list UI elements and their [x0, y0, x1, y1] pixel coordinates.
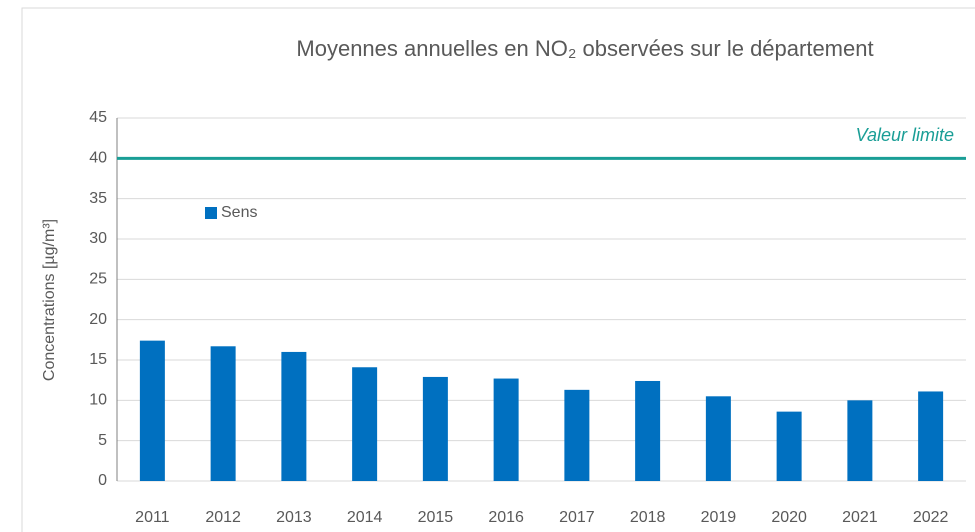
x-tick-label: 2019	[701, 509, 737, 526]
bar	[139, 340, 165, 481]
bar	[352, 367, 378, 481]
chart-title: Moyennes annuelles en NO₂ observées sur …	[296, 36, 873, 61]
y-tick-label: 10	[89, 392, 107, 409]
bar	[281, 351, 307, 481]
bar	[635, 380, 661, 481]
bar	[493, 378, 519, 481]
bar	[918, 391, 944, 481]
x-tick-label: 2015	[418, 509, 454, 526]
bar	[564, 389, 590, 481]
x-tick-label: 2011	[135, 509, 170, 526]
y-tick-label: 5	[98, 432, 107, 449]
y-tick-label: 25	[89, 271, 107, 288]
y-tick-label: 15	[89, 351, 107, 368]
y-tick-label: 20	[89, 311, 107, 328]
x-tick-label: 2017	[559, 509, 595, 526]
legend-swatch	[205, 207, 217, 219]
legend-label: Sens	[221, 204, 257, 221]
y-axis-label: Concentrations [µg/m³]	[41, 219, 58, 381]
reference-label: Valeur limite	[856, 125, 954, 145]
x-tick-label: 2022	[913, 509, 949, 526]
x-tick-label: 2016	[488, 509, 524, 526]
x-tick-label: 2014	[347, 509, 383, 526]
bar	[847, 400, 873, 481]
y-tick-label: 35	[89, 190, 107, 207]
x-tick-label: 2012	[205, 509, 241, 526]
y-tick-label: 45	[89, 109, 107, 126]
y-tick-label: 30	[89, 230, 107, 247]
x-tick-label: 2020	[771, 509, 807, 526]
y-tick-label: 0	[98, 472, 107, 489]
bar	[422, 376, 448, 481]
x-tick-label: 2018	[630, 509, 666, 526]
x-tick-label: 2021	[842, 509, 878, 526]
bar	[210, 346, 236, 481]
x-tick-label: 2013	[276, 509, 312, 526]
bar	[776, 411, 802, 481]
bar	[705, 396, 731, 481]
y-tick-label: 40	[89, 150, 107, 167]
